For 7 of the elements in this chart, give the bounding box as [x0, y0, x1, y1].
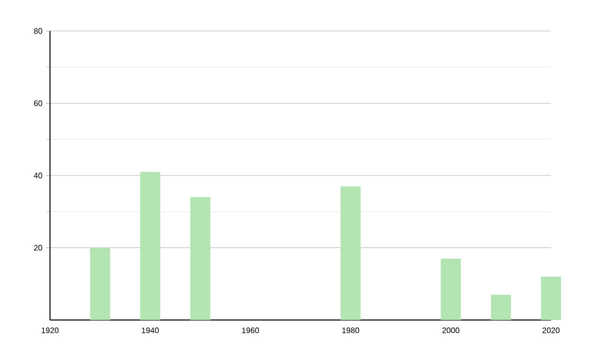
bar — [540, 276, 562, 320]
bar — [140, 172, 160, 320]
bar — [340, 186, 361, 320]
bar — [440, 258, 461, 320]
bar — [90, 248, 110, 320]
bar — [490, 294, 511, 320]
bar — [190, 197, 210, 320]
